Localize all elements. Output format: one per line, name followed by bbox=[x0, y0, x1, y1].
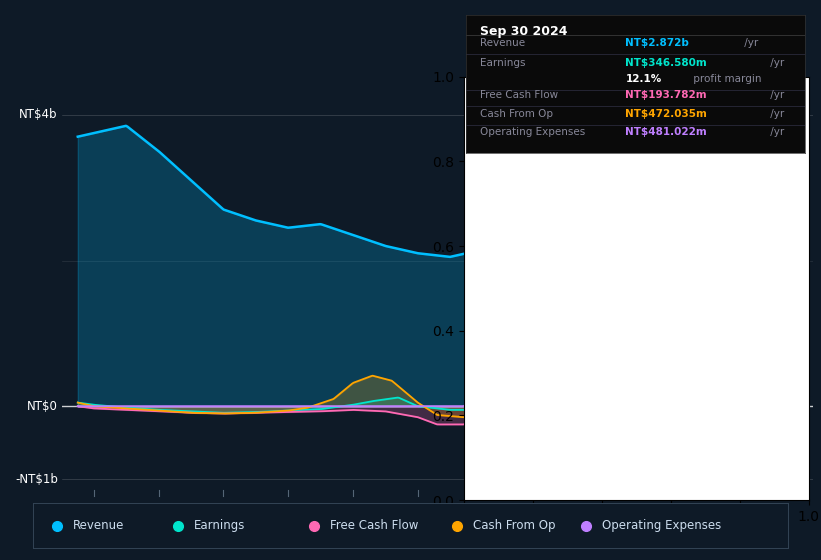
Text: 2015: 2015 bbox=[144, 508, 172, 519]
Text: NT$2.872b: NT$2.872b bbox=[626, 39, 689, 49]
Text: 2022: 2022 bbox=[598, 508, 626, 519]
Text: /yr: /yr bbox=[767, 58, 784, 68]
Text: Free Cash Flow: Free Cash Flow bbox=[330, 519, 418, 532]
Text: Free Cash Flow: Free Cash Flow bbox=[479, 90, 557, 100]
Text: /yr: /yr bbox=[767, 127, 784, 137]
Text: Cash From Op: Cash From Op bbox=[473, 519, 556, 532]
Text: Operating Expenses: Operating Expenses bbox=[479, 127, 585, 137]
Text: 2018: 2018 bbox=[339, 508, 367, 519]
Text: NT$346.580m: NT$346.580m bbox=[626, 58, 707, 68]
Text: Revenue: Revenue bbox=[479, 39, 525, 49]
Text: 2020: 2020 bbox=[469, 508, 497, 519]
Text: NT$481.022m: NT$481.022m bbox=[626, 127, 707, 137]
Text: Revenue: Revenue bbox=[73, 519, 124, 532]
Text: Cash From Op: Cash From Op bbox=[479, 109, 553, 119]
Text: 2017: 2017 bbox=[274, 508, 302, 519]
Text: Earnings: Earnings bbox=[194, 519, 245, 532]
Text: /yr: /yr bbox=[767, 109, 784, 119]
Text: profit margin: profit margin bbox=[690, 74, 761, 83]
Text: Earnings: Earnings bbox=[479, 58, 525, 68]
Text: Operating Expenses: Operating Expenses bbox=[602, 519, 721, 532]
Text: 2021: 2021 bbox=[533, 508, 562, 519]
Text: NT$193.782m: NT$193.782m bbox=[626, 90, 707, 100]
Text: 2014: 2014 bbox=[80, 508, 108, 519]
Text: -NT$1b: -NT$1b bbox=[15, 473, 57, 486]
Text: NT$472.035m: NT$472.035m bbox=[626, 109, 707, 119]
Text: 2019: 2019 bbox=[404, 508, 432, 519]
Text: 2024: 2024 bbox=[727, 508, 756, 519]
Text: Sep 30 2024: Sep 30 2024 bbox=[479, 25, 567, 38]
Text: 2016: 2016 bbox=[209, 508, 237, 519]
Text: NT$4b: NT$4b bbox=[20, 108, 57, 122]
Text: 2023: 2023 bbox=[663, 508, 691, 519]
Text: /yr: /yr bbox=[767, 90, 784, 100]
Text: /yr: /yr bbox=[741, 39, 759, 49]
Text: NT$0: NT$0 bbox=[27, 400, 57, 413]
Text: 12.1%: 12.1% bbox=[626, 74, 662, 83]
